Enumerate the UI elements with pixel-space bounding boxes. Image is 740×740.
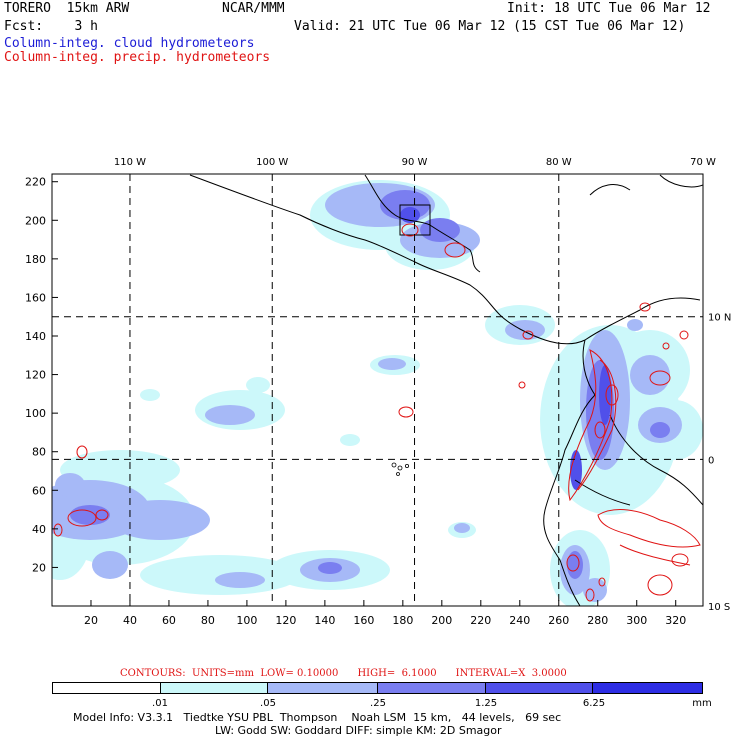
y-tick-label: 80 — [32, 446, 46, 459]
x-tick-label: 100 — [236, 614, 257, 627]
organization-label: NCAR/MMM — [222, 1, 285, 16]
colorbar-label: 6.25 — [582, 698, 606, 709]
y-tick-label: 120 — [25, 369, 46, 382]
cloud-field-label: Column-integ. cloud hydrometeors — [4, 36, 255, 51]
longitude-label: 70 W — [690, 157, 716, 168]
latitude-label: 10 N — [708, 313, 731, 324]
x-tick-label: 240 — [509, 614, 530, 627]
longitude-label: 90 W — [402, 157, 428, 168]
model-info-line1: Model Info: V3.3.1 Tiedtke YSU PBL Thomp… — [73, 711, 562, 724]
y-tick-label: 140 — [25, 330, 46, 343]
y-tick-label: 40 — [32, 523, 46, 536]
colorbar-label: .01 — [152, 698, 168, 709]
colorbar-label: 1.25 — [474, 698, 498, 709]
colorbar-segment — [160, 683, 269, 693]
y-tick-label: 220 — [25, 176, 46, 189]
precip-contours — [53, 223, 701, 602]
x-tick-label: 40 — [123, 614, 137, 627]
coastlines — [189, 174, 703, 606]
colorbar — [52, 682, 703, 694]
longitude-label: 100 W — [256, 157, 288, 168]
valid-time: Valid: 21 UTC Tue 06 Mar 12 (15 CST Tue … — [294, 19, 686, 34]
x-tick-label: 120 — [275, 614, 296, 627]
axis-ticks — [52, 181, 677, 606]
precip-field-label: Column-integ. precip. hydrometeors — [4, 50, 271, 65]
x-tick-label: 60 — [162, 614, 176, 627]
x-tick-label: 320 — [665, 614, 686, 627]
cloud-hydrometeor-shading — [52, 180, 703, 606]
model-info-line2: LW: Godd SW: Goddard DIFF: simple KM: 2D… — [215, 724, 502, 737]
x-tick-label: 140 — [314, 614, 335, 627]
contour-info: CONTOURS: UNITS=mm LOW= 0.10000 HIGH= 6.… — [120, 668, 567, 679]
y-tick-label: 180 — [25, 253, 46, 266]
y-tick-label: 200 — [25, 214, 46, 227]
colorbar-segment — [593, 683, 702, 693]
latitude-label: 10 S — [708, 602, 730, 613]
x-tick-label: 220 — [470, 614, 491, 627]
axis-labels: 20 40 60 80 100 120 140 160 180 200 220 240 260 280 30… — [25, 157, 731, 627]
lat-lon-grid — [52, 174, 703, 606]
colorbar-segment — [268, 683, 378, 693]
colorbar-segment — [485, 683, 594, 693]
latitude-label: 0 — [708, 455, 714, 466]
islands — [391, 462, 409, 476]
longitude-label: 80 W — [546, 157, 572, 168]
init-time: Init: 18 UTC Tue 06 Mar 12 — [507, 1, 711, 16]
y-tick-label: 160 — [25, 291, 46, 304]
y-tick-label: 60 — [32, 484, 46, 497]
colorbar-segment — [378, 683, 486, 693]
x-tick-label: 160 — [353, 614, 374, 627]
longitude-label: 110 W — [114, 157, 146, 168]
x-tick-label: 200 — [431, 614, 452, 627]
x-tick-label: 260 — [548, 614, 569, 627]
colorbar-units: mm — [692, 698, 712, 709]
x-tick-label: 180 — [392, 614, 413, 627]
colorbar-label: .25 — [370, 698, 386, 709]
x-tick-label: 20 — [84, 614, 98, 627]
y-tick-label: 20 — [32, 561, 46, 574]
x-tick-label: 280 — [587, 614, 608, 627]
x-tick-label: 300 — [626, 614, 647, 627]
plot-frame — [51, 173, 704, 607]
colorbar-label: .05 — [260, 698, 276, 709]
x-tick-label: 80 — [201, 614, 215, 627]
colorbar-segment — [53, 683, 161, 693]
forecast-hour: Fcst: 3 h — [4, 19, 98, 34]
model-title: TORERO 15km ARW — [4, 1, 130, 16]
y-tick-label: 100 — [25, 407, 46, 420]
